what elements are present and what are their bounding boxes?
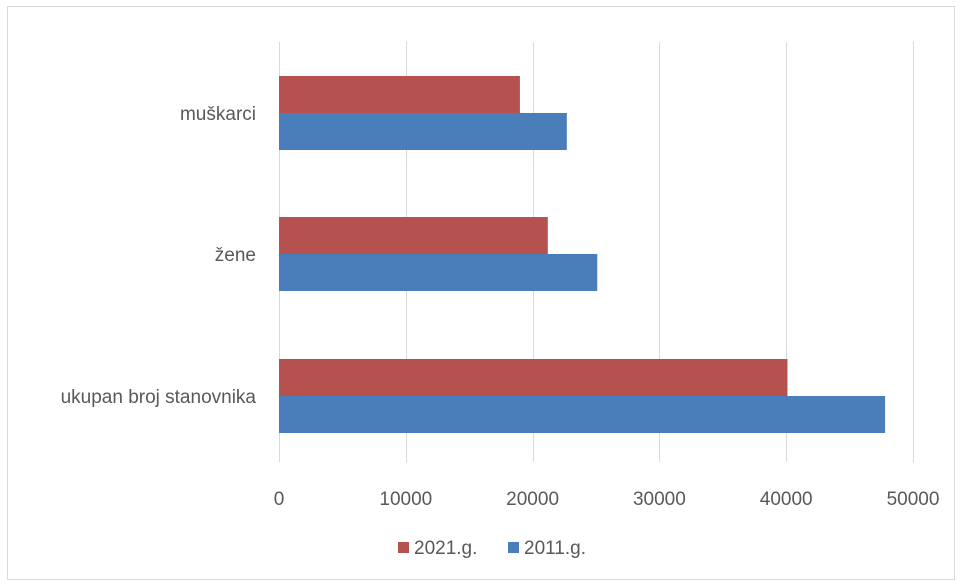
x-tick-label: 40000 bbox=[760, 489, 813, 510]
bar-series1-0 bbox=[279, 76, 520, 113]
bar-series1-1 bbox=[279, 217, 548, 254]
legend-label-1: 2021.g. bbox=[414, 538, 477, 559]
x-tick-label: 20000 bbox=[506, 489, 559, 510]
legend-swatch-1 bbox=[398, 542, 409, 553]
category-label: žene bbox=[215, 245, 256, 266]
legend-label-2: 2011.g. bbox=[524, 538, 586, 559]
bar-series1-2 bbox=[279, 359, 788, 396]
bar-series2-0 bbox=[279, 113, 567, 150]
bar-series2-2 bbox=[279, 396, 886, 433]
x-tick-label: 30000 bbox=[633, 489, 686, 510]
category-label: muškarci bbox=[180, 104, 256, 125]
x-tick-label: 10000 bbox=[379, 489, 432, 510]
legend-swatch-2 bbox=[508, 542, 519, 553]
bar-series2-1 bbox=[279, 254, 598, 291]
x-tick-label: 50000 bbox=[887, 489, 940, 510]
x-tick-label: 0 bbox=[274, 489, 285, 510]
category-label: ukupan broj stanovnika bbox=[61, 387, 257, 408]
